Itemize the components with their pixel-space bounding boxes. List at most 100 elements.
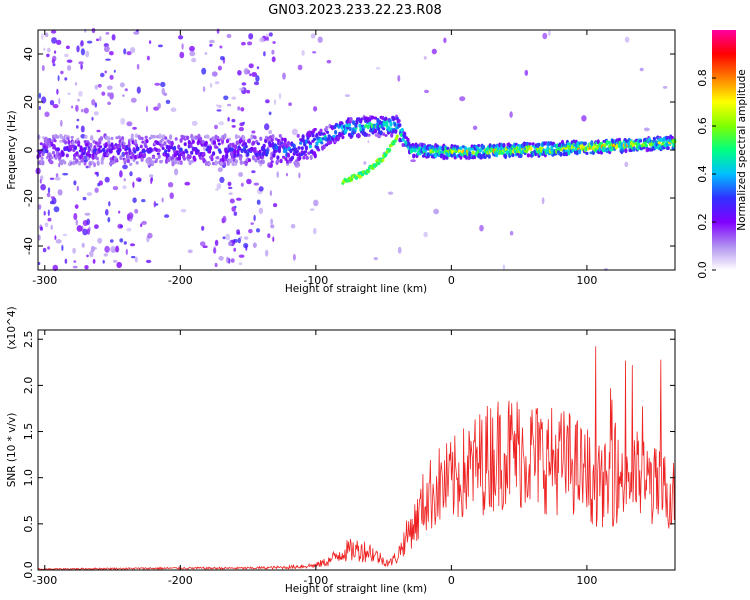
spectrogram-noise-blob (99, 36, 102, 42)
spectrogram-ridge-point (119, 155, 123, 160)
spectrogram-noise-blob (375, 67, 381, 70)
spectrogram-noise-blob (119, 82, 125, 88)
spectrogram-ridge-point (398, 123, 402, 127)
spectrogram-noise-blob (218, 121, 225, 126)
spectrogram-ridge-point (112, 160, 116, 164)
spectrogram-ridge-point (136, 146, 140, 151)
spectrogram-noise-blob (91, 99, 96, 106)
spectrogram-noise-blob (86, 254, 89, 258)
spectrogram-ridge-point (585, 151, 589, 155)
spectrogram-noise-blob (132, 181, 135, 188)
colorbar-tick-label: 0.6 (696, 117, 709, 135)
spectrogram-noise-blob (249, 73, 252, 77)
spectrogram-noise-blob (64, 258, 68, 264)
spectrogram-noise-blob (225, 233, 231, 241)
spectrogram-ridge-point (164, 149, 168, 154)
spectrogram-noise-blob (272, 41, 276, 44)
spectrogram-ridge-point (208, 145, 212, 151)
spectrogram-ridge-point (583, 141, 587, 146)
spectrogram-ridge-point (173, 145, 177, 152)
spectrogram-ridge-point (115, 136, 119, 140)
spectrogram-ridge-point (322, 144, 326, 150)
spectrogram-ridge-point (286, 159, 290, 164)
spectrogram-noise-blob (61, 244, 64, 251)
spectrogram-noise-blob (58, 162, 61, 168)
spectrogram-ridge-point (284, 157, 288, 162)
spectrogram-noise-blob (38, 106, 42, 110)
spectrogram-noise-blob (231, 96, 237, 100)
spectrogram-ridge-point (51, 150, 56, 155)
spectrogram-noise-blob (122, 185, 127, 190)
spectrogram-noise-blob (252, 242, 257, 248)
spectrogram-ridge-point (278, 134, 282, 138)
spectrogram-ridge-point (87, 148, 91, 152)
spectrogram-ridge-point (229, 151, 234, 157)
spectrogram-noise-blob (191, 120, 198, 126)
spectrogram-noise-blob (313, 106, 318, 112)
spectrogram-ridge-point (177, 144, 181, 150)
spectrogram-noise-blob (285, 172, 289, 177)
spectrogram-noise-blob (639, 67, 644, 72)
spectrogram-ridge-point (242, 135, 246, 141)
spectrogram-noise-blob (643, 127, 650, 132)
spectrogram-noise-blob (246, 89, 251, 94)
spectrogram-branch-point (350, 177, 354, 181)
spectrogram-ridge-point (446, 146, 450, 150)
spectrogram-noise-blob (109, 74, 114, 80)
spectrogram-noise-blob (122, 164, 128, 170)
spectrogram-ridge-point (531, 142, 535, 146)
spectrogram-noise-blob (105, 58, 111, 61)
spectrogram-ridge-point (147, 159, 151, 164)
spectrogram-noise-blob (228, 186, 233, 190)
spectrogram-noise-blob (75, 219, 79, 226)
spectrogram-noise-blob (84, 212, 91, 216)
spectrogram-noise-blob (231, 118, 236, 123)
spectrogram-ridge-point (504, 153, 508, 159)
spectrogram-ridge-point (247, 158, 251, 163)
spectrogram-noise-blob (54, 176, 61, 181)
spectrogram-ridge-point (471, 150, 475, 155)
spectrogram-ridge-point (49, 159, 53, 164)
spectrogram-ridge-point (229, 158, 233, 164)
snr-marks (37, 346, 676, 571)
spectrogram-ridge-point (139, 152, 143, 156)
spectrogram-noise-blob (269, 190, 273, 196)
spectrogram-noise-blob (124, 88, 128, 92)
spectrogram-ridge-point (237, 135, 241, 139)
spectrogram-ridge-point (64, 140, 68, 145)
spectrogram-ridge-point (440, 152, 444, 157)
spectrogram-ridge-point (86, 140, 90, 144)
spectrogram-noise-blob (85, 165, 89, 169)
spectrogram-y-tick-label: 40 (22, 47, 35, 61)
spectrogram-ridge-point (246, 152, 250, 157)
spectrogram-noise-blob (248, 63, 254, 69)
spectrogram-ridge-point (66, 136, 70, 141)
snr-frame (37, 329, 676, 571)
spectrogram-noise-blob (258, 207, 264, 215)
spectrogram-noise-blob (326, 59, 332, 64)
spectrogram-noise-blob (72, 247, 76, 254)
spectrogram-ridge-point (250, 134, 254, 140)
spectrogram-noise-blob (60, 119, 63, 127)
spectrogram-noise-blob (548, 29, 551, 37)
spectrogram-noise-blob (47, 209, 50, 217)
spectrogram-ridge-point (222, 161, 226, 165)
spectrogram-ridge-point (303, 153, 308, 157)
spectrogram-ridge-point (40, 156, 44, 160)
spectrogram-ridge-point (297, 146, 301, 150)
spectrogram-noise-blob (105, 209, 109, 216)
spectrogram-noise-blob (270, 224, 275, 229)
spectrogram-ridge-point (311, 133, 315, 138)
spectrogram-ridge-point (666, 146, 670, 151)
spectrogram-ridge-point (107, 140, 111, 145)
spectrogram-noise-blob (108, 201, 111, 207)
spectrogram-ridge-point (88, 153, 92, 158)
spectrogram-x-label: Height of straight line (km) (285, 283, 427, 295)
spectrogram-ridge-point (174, 137, 178, 141)
spectrogram-noise-blob (40, 175, 44, 180)
spectrogram-noise-blob (242, 121, 245, 125)
spectrogram-noise-blob (246, 178, 252, 185)
spectrogram-noise-blob (313, 199, 319, 207)
snr-x-label: Height of straight line (km) (285, 583, 427, 595)
spectrogram-ridge-point (262, 143, 266, 148)
